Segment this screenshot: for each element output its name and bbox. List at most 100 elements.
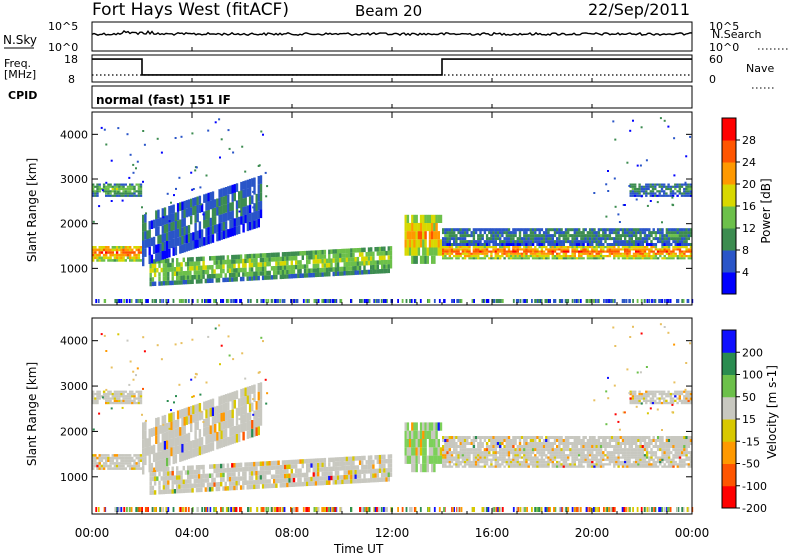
power-cell: [156, 137, 159, 140]
power-cell: [654, 194, 657, 197]
power-cell: [190, 232, 193, 242]
power-cell: [155, 210, 158, 219]
velocity-cell: [192, 440, 195, 449]
velocity-cell: [593, 454, 596, 457]
velocity-cell: [575, 456, 579, 459]
velocity-cell: [248, 484, 252, 490]
power-cell: [442, 231, 445, 235]
velocity-cell: [494, 439, 497, 442]
velocity-cell: [261, 484, 265, 489]
power-cell: [514, 250, 517, 253]
power-cell: [227, 299, 230, 303]
power-cell: [347, 266, 351, 271]
power-cell: [690, 191, 693, 194]
velocity-cell: [149, 485, 152, 491]
velocity-cell: [431, 430, 434, 439]
power-cell: [628, 257, 631, 260]
velocity-cell: [578, 460, 581, 464]
power-cell: [654, 299, 657, 303]
power-cell: [176, 258, 179, 263]
power-cell: [507, 228, 511, 232]
velocity-cell: [681, 460, 684, 464]
velocity-cell: [674, 454, 677, 457]
velocity-cell: [259, 391, 263, 400]
power-cell: [250, 262, 254, 268]
power-cell: [202, 261, 205, 266]
velocity-cell: [202, 473, 205, 479]
power-cell: [586, 257, 590, 260]
velocity-cell: [463, 465, 467, 468]
power-cell: [602, 255, 605, 258]
velocity-cell: [593, 465, 596, 468]
power-cell: [187, 279, 190, 285]
power-cell: [129, 251, 132, 254]
velocity-cell: [492, 436, 495, 439]
power-cell: [617, 257, 620, 260]
velocity-cell: [573, 465, 576, 468]
power-cell: [242, 198, 245, 207]
velocity-cell: [317, 471, 320, 477]
power-cell: [520, 240, 524, 244]
power-cell: [580, 248, 583, 251]
power-cell: [113, 248, 117, 252]
velocity-cell: [354, 474, 357, 479]
power-cell: [453, 237, 456, 241]
power-cell: [120, 253, 123, 257]
velocity-cell: [529, 445, 533, 448]
velocity-cell: [129, 462, 132, 465]
power-cell: [439, 247, 443, 256]
velocity-cell: [158, 485, 161, 490]
velocity-cell: [209, 408, 212, 417]
power-cell: [246, 258, 249, 263]
velocity-cell: [133, 401, 136, 405]
power-cell: [652, 246, 655, 249]
velocity-cell: [288, 473, 291, 478]
power-cell: [624, 252, 627, 255]
power-cell: [586, 237, 590, 241]
power-cell: [463, 240, 467, 244]
velocity-cell: [176, 470, 179, 476]
power-cell: [135, 194, 138, 197]
velocity-cell: [571, 445, 574, 448]
velocity-cell: [308, 467, 311, 473]
power-cell: [547, 255, 550, 258]
power-cell: [580, 246, 583, 249]
power-cell: [238, 225, 241, 234]
power-cell: [654, 257, 658, 260]
velocity-cell: [374, 468, 377, 474]
velocity-cell: [244, 480, 247, 485]
power-cell: [593, 240, 596, 244]
power-cell: [105, 192, 108, 195]
power-cell: [635, 237, 638, 241]
power-cell: [297, 260, 300, 265]
power-cell: [687, 237, 690, 241]
power-cell: [358, 265, 362, 271]
velocity-cell: [192, 405, 195, 414]
colorbar-swatch: [722, 206, 736, 229]
velocity-cell: [569, 436, 572, 439]
power-cell: [113, 256, 117, 260]
velocity-cell: [490, 460, 493, 464]
velocity-cell: [514, 448, 517, 452]
velocity-cell: [233, 399, 236, 409]
velocity-cell: [120, 459, 123, 462]
power-cell: [514, 231, 517, 235]
velocity-cell: [352, 460, 355, 466]
power-cell: [211, 191, 215, 200]
power-cell: [626, 228, 629, 232]
velocity-cell: [424, 447, 427, 456]
power-cell: [534, 255, 537, 258]
velocity-cell: [378, 454, 382, 460]
power-cell: [656, 237, 660, 241]
velocity-cell: [162, 467, 166, 472]
velocity-cell: [187, 450, 191, 459]
velocity-cell: [494, 451, 497, 455]
power-cell: [133, 194, 136, 197]
power-cell: [483, 246, 487, 249]
velocity-cell: [98, 392, 101, 396]
power-cell: [224, 277, 227, 283]
power-cell: [422, 222, 425, 232]
power-cell: [211, 269, 214, 274]
velocity-cell: [501, 436, 504, 439]
velocity-cell: [507, 460, 511, 464]
